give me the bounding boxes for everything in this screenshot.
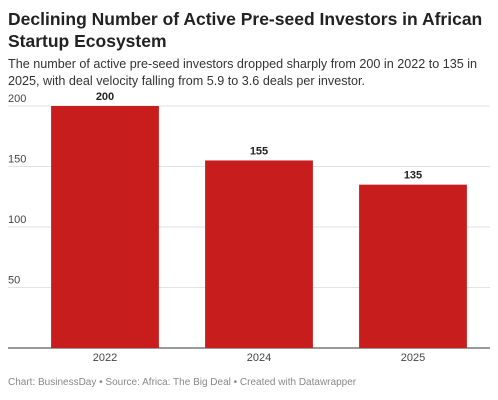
bar — [359, 184, 467, 348]
y-tick-label: 50 — [8, 274, 20, 286]
x-tick-label: 2024 — [247, 352, 271, 364]
value-label: 200 — [96, 91, 114, 103]
chart-footer: Chart: BusinessDay • Source: Africa: The… — [8, 377, 357, 388]
chart-subtitle: The number of active pre-seed investors … — [8, 57, 478, 88]
y-tick-label: 100 — [8, 214, 26, 226]
y-tick-label: 150 — [8, 153, 26, 165]
x-tick-label: 2025 — [401, 352, 425, 364]
chart-title: Declining Number of Active Pre-seed Inve… — [8, 9, 483, 51]
bar — [205, 160, 313, 348]
bar — [51, 106, 159, 348]
value-label: 135 — [404, 170, 422, 182]
x-tick-label: 2022 — [93, 352, 117, 364]
value-label: 155 — [250, 145, 268, 157]
y-tick-label: 200 — [8, 93, 26, 105]
